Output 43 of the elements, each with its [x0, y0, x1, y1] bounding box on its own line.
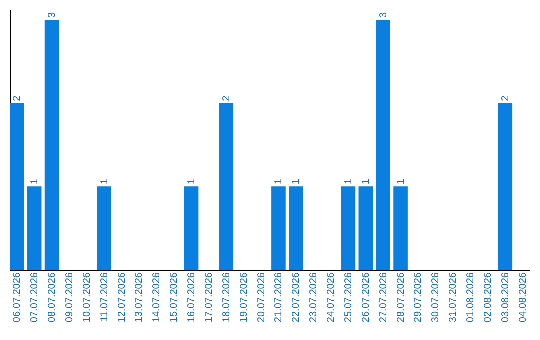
- data-label: 1: [396, 178, 407, 185]
- x-tick-label: 03.08.2026: [500, 272, 512, 323]
- data-label: 3: [47, 12, 58, 18]
- x-tick-label: 26.07.2026: [360, 272, 372, 323]
- x-tick-label: 13.07.2026: [134, 272, 146, 323]
- x-tick-label: 24.07.2026: [326, 272, 338, 323]
- x-tick-label: 02.08.2026: [482, 272, 494, 323]
- x-tick-label: 15.07.2026: [169, 272, 180, 323]
- x-tick-label: 31.07.2026: [448, 272, 460, 323]
- data-label: 1: [30, 178, 41, 185]
- x-tick-label: 14.07.2026: [152, 272, 163, 323]
- data-label: 2: [221, 95, 232, 102]
- x-tick-label: 18.07.2026: [221, 272, 232, 323]
- data-label: 3: [378, 12, 390, 18]
- data-label: 1: [291, 178, 302, 185]
- data-label: 1: [274, 178, 285, 185]
- x-tick-label: 22.07.2026: [291, 272, 302, 323]
- data-label: 1: [99, 178, 110, 185]
- data-label: 1: [360, 178, 372, 185]
- x-tick-label: 21.07.2026: [274, 272, 285, 323]
- x-tick-label: 06.07.2026: [12, 272, 24, 323]
- data-label: 2: [12, 95, 24, 102]
- x-tick-label: 04.08.2026: [518, 272, 529, 323]
- x-tick-label: 08.07.2026: [47, 272, 58, 323]
- x-tick-label: 20.07.2026: [256, 272, 268, 323]
- x-tick-label: 29.07.2026: [413, 272, 424, 323]
- x-tick-label: 11.07.2026: [99, 272, 110, 322]
- data-label: 1: [186, 178, 198, 185]
- x-tick-label: 30.07.2026: [430, 272, 442, 323]
- x-tick-label: 09.07.2026: [64, 272, 76, 323]
- x-tick-label: 16.07.2026: [186, 272, 198, 323]
- x-tick-label: 23.07.2026: [308, 272, 320, 323]
- data-label: 1: [343, 178, 354, 185]
- x-tick-label: 27.07.2026: [378, 272, 390, 323]
- x-tick-label: 17.07.2026: [204, 272, 215, 323]
- x-tick-label: 07.07.2026: [30, 272, 41, 323]
- x-tick-label: 19.07.2026: [238, 272, 250, 323]
- data-label: 2: [500, 95, 512, 102]
- x-tick-label: 01.08.2026: [466, 272, 477, 323]
- x-tick-label: 10.07.2026: [82, 272, 93, 323]
- x-tick-label: 12.07.2026: [116, 272, 128, 323]
- x-tick-label: 28.07.2026: [396, 272, 407, 323]
- x-tick-label: 25.07.2026: [343, 272, 354, 323]
